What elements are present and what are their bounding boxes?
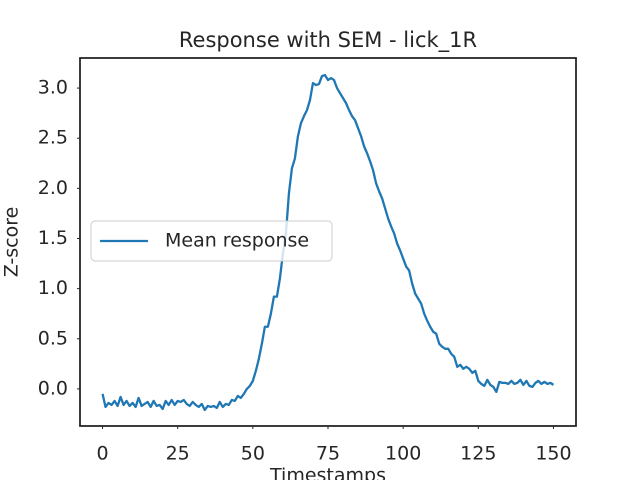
y-tick-label: 3.0 xyxy=(38,77,68,99)
legend-box xyxy=(90,220,333,262)
x-tick-label: 125 xyxy=(460,443,496,465)
x-tick-label: 0 xyxy=(96,443,108,465)
x-tick-label: 25 xyxy=(166,443,190,465)
x-tick-label: 100 xyxy=(385,443,421,465)
data-line xyxy=(101,73,555,412)
y-axis-label: Z-score xyxy=(1,207,23,278)
x-tick-label: 50 xyxy=(241,443,265,465)
x-axis-label: Timestamps xyxy=(269,465,386,480)
x-tick-label: 150 xyxy=(535,443,571,465)
plot-frame xyxy=(79,57,577,427)
y-tick-label: 1.5 xyxy=(38,227,68,249)
y-tick-label: 2.0 xyxy=(38,177,68,199)
chart-title: Response with SEM - lick_1R xyxy=(179,28,477,53)
y-tick-label: 0.0 xyxy=(38,377,68,399)
x-tick-label: 75 xyxy=(316,443,340,465)
y-tick-label: 0.5 xyxy=(38,327,68,349)
legend-label: Mean response xyxy=(165,230,309,252)
y-tick-label: 1.0 xyxy=(38,277,68,299)
y-tick-label: 2.5 xyxy=(38,127,68,149)
